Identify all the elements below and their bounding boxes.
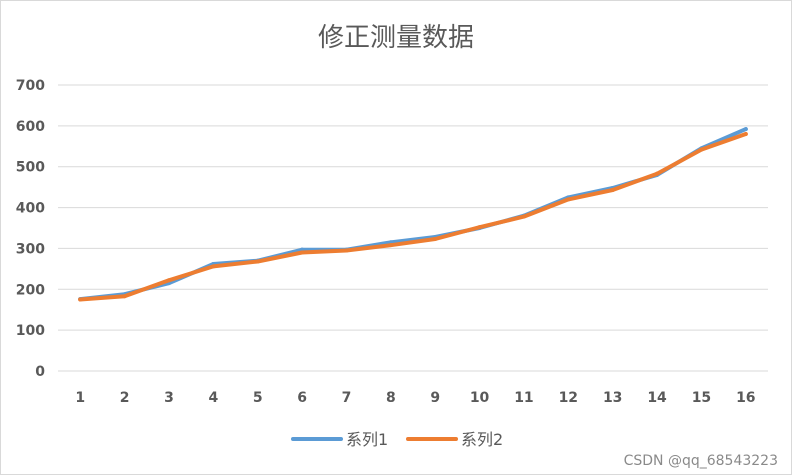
series-line-1: [78, 127, 748, 302]
x-tick-label: 12: [559, 390, 578, 406]
legend-label-2: 系列2: [461, 430, 503, 449]
y-axis-ticks: 0 100 200 300 400 500 600 700: [16, 78, 45, 380]
x-tick-label: 1: [75, 390, 85, 406]
series-lines: [78, 127, 748, 302]
data-point: [699, 147, 704, 152]
legend-label-1: 系列1: [346, 430, 388, 449]
data-point: [610, 188, 615, 193]
y-tick-label: 300: [16, 241, 45, 257]
y-tick-label: 600: [16, 119, 45, 135]
legend: 系列1 系列2: [291, 430, 503, 449]
data-point: [655, 171, 660, 176]
y-tick-label: 700: [16, 78, 45, 94]
x-tick-label: 15: [692, 390, 711, 406]
x-tick-label: 8: [386, 390, 396, 406]
x-axis-ticks: 1 2 3 4 5 6 7 8 9 10 11 12 13 14 15 16: [75, 390, 755, 406]
x-tick-label: 16: [736, 390, 755, 406]
x-tick-label: 3: [164, 390, 174, 406]
data-point: [78, 297, 83, 302]
x-tick-label: 10: [470, 390, 490, 406]
x-tick-label: 7: [342, 390, 352, 406]
data-point: [743, 127, 748, 132]
data-point: [166, 278, 171, 283]
x-tick-label: 9: [430, 390, 440, 406]
y-tick-label: 500: [16, 160, 45, 176]
x-tick-label: 6: [297, 390, 307, 406]
y-tick-label: 200: [16, 282, 45, 298]
x-tick-label: 13: [603, 390, 622, 406]
x-tick-label: 4: [208, 390, 218, 406]
x-tick-label: 5: [253, 390, 263, 406]
data-point: [300, 250, 305, 255]
data-point: [122, 294, 127, 299]
data-point: [521, 214, 526, 219]
data-point: [477, 225, 482, 230]
watermark: CSDN @qq_68543223: [623, 453, 778, 469]
data-point: [743, 132, 748, 137]
gridlines: [58, 84, 768, 372]
series-line-2: [78, 132, 748, 302]
y-tick-label: 0: [35, 364, 45, 380]
x-tick-label: 2: [120, 390, 130, 406]
data-point: [255, 259, 260, 264]
data-point: [388, 243, 393, 248]
y-tick-label: 100: [16, 323, 45, 339]
chart-title: 修正测量数据: [318, 23, 474, 53]
x-tick-label: 14: [647, 390, 667, 406]
y-tick-label: 400: [16, 201, 45, 217]
data-point: [566, 197, 571, 202]
data-point: [433, 237, 438, 242]
x-tick-label: 11: [514, 390, 533, 406]
data-point: [211, 264, 216, 269]
data-point: [344, 248, 349, 253]
